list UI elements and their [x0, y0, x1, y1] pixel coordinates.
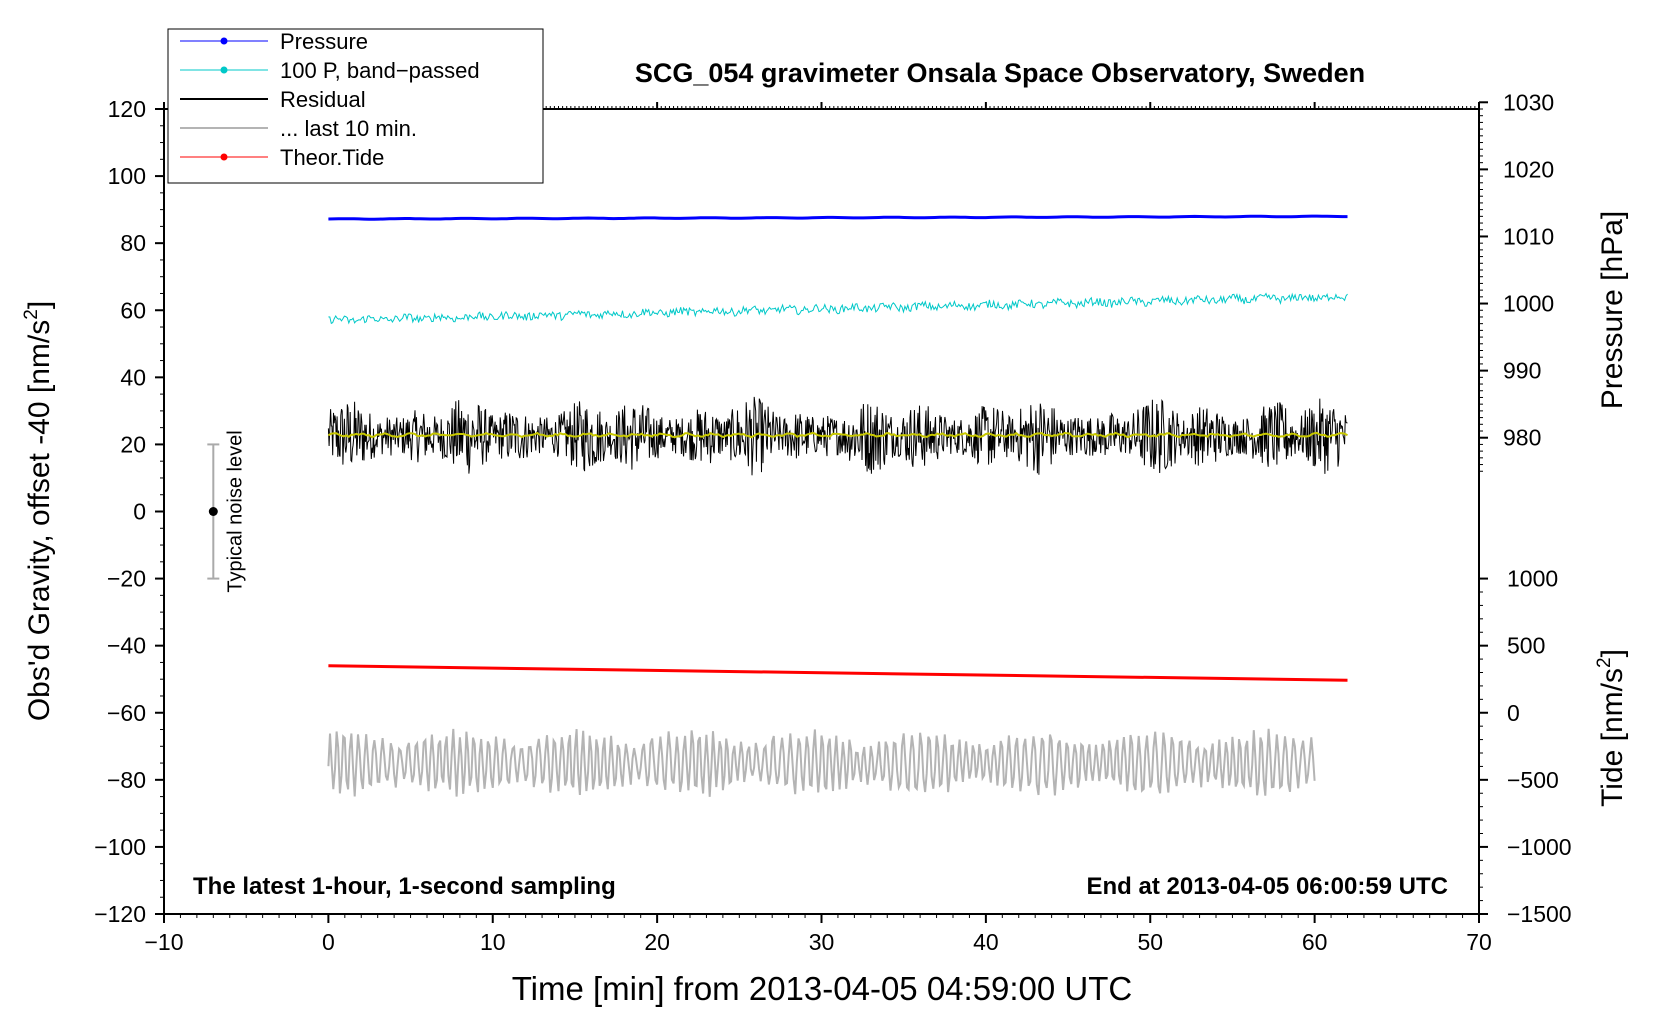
tide-tick-label: 1000 [1507, 566, 1558, 592]
legend-entry: ... last 10 min. [180, 116, 417, 141]
pressure-tick-label: 980 [1503, 425, 1541, 451]
x-tick-label: 0 [322, 929, 335, 955]
x-tick-label: 50 [1137, 929, 1163, 955]
y-tick-label: 100 [108, 163, 146, 189]
legend-entries: Pressure 100 P, band−passed Residual ... la… [180, 29, 480, 170]
y-tick-label: −120 [94, 901, 146, 927]
noise-level-label: Typical noise level [224, 430, 246, 592]
tide-tick-label: −1500 [1507, 901, 1572, 927]
tide-axis-label: Tide [nm/s2] [1594, 649, 1629, 807]
y-tick-label: 120 [108, 96, 146, 122]
pressure-tick-label: 1000 [1503, 291, 1554, 317]
legend-entry: Residual [180, 87, 366, 112]
residual-line [327, 396, 1348, 476]
data-series [327, 214, 1348, 797]
noise-level-indicator: Typical noise level [207, 430, 246, 593]
pressure-tick-label: 1020 [1503, 156, 1554, 182]
theoretical-tide-line [328, 664, 1348, 682]
x-tick-label: 60 [1302, 929, 1328, 955]
legend-label: Residual [280, 87, 366, 112]
legend-entry: 100 P, band−passed [180, 58, 480, 83]
y-tick-label: 20 [120, 431, 146, 457]
x-axis-label: Time [min] from 2013-04-05 04:59:00 UTC [512, 970, 1133, 1007]
y-tick-label: −80 [107, 767, 146, 793]
x-tick-label: 40 [973, 929, 999, 955]
y-tick-label: 0 [133, 499, 146, 525]
tide-tick-label: −1000 [1507, 834, 1572, 860]
y-tick-label: 40 [120, 364, 146, 390]
legend-swatch-marker [220, 66, 228, 74]
x-tick-label: 70 [1466, 929, 1492, 955]
chart-title: SCG_054 gravimeter Onsala Space Observat… [635, 58, 1365, 88]
x-tick-label: −10 [144, 929, 183, 955]
y-tick-label: 60 [120, 297, 146, 323]
x-tick-label: 20 [644, 929, 670, 955]
legend-label: 100 P, band−passed [280, 58, 480, 83]
y-tick-label: −100 [94, 834, 146, 860]
tide-tick-label: −500 [1507, 767, 1559, 793]
legend-entry: Pressure [180, 29, 368, 54]
y-tick-label: −60 [107, 700, 146, 726]
legend-label: Pressure [280, 29, 368, 54]
y-tick-label: 80 [120, 230, 146, 256]
y-tick-label: −20 [107, 566, 146, 592]
noise-bar-center-dot [208, 507, 218, 516]
legend-entry: Theor.Tide [180, 145, 384, 170]
pressure-tick-label: 1030 [1503, 89, 1554, 115]
band-passed-line [328, 292, 1348, 325]
pressure-tick-label: 1010 [1503, 223, 1554, 249]
legend-swatch-marker [220, 153, 228, 161]
legend: Pressure 100 P, band−passed Residual ... la… [167, 28, 544, 184]
sampling-annotation: The latest 1-hour, 1-second sampling [193, 873, 616, 900]
y-tick-label: −40 [107, 633, 146, 659]
pressure-tick-label: 990 [1503, 358, 1541, 384]
last-10-min-line [327, 728, 1316, 797]
pressure-axis-label: Pressure [hPa] [1596, 211, 1629, 409]
pressure-line [328, 214, 1348, 221]
legend-label: ... last 10 min. [280, 116, 417, 141]
end-time-annotation: End at 2013-04-05 06:00:59 UTC [1087, 873, 1449, 900]
legend-label: Theor.Tide [280, 145, 384, 170]
tide-tick-label: 0 [1507, 700, 1520, 726]
x-tick-label: 30 [809, 929, 835, 955]
x-tick-label: 10 [480, 929, 506, 955]
legend-swatch-marker [220, 37, 228, 45]
residual-smoothed-line [327, 431, 1348, 439]
tide-tick-label: 500 [1507, 633, 1545, 659]
y-axis-label: Obs'd Gravity, offset -40 [nm/s2] [21, 301, 56, 721]
